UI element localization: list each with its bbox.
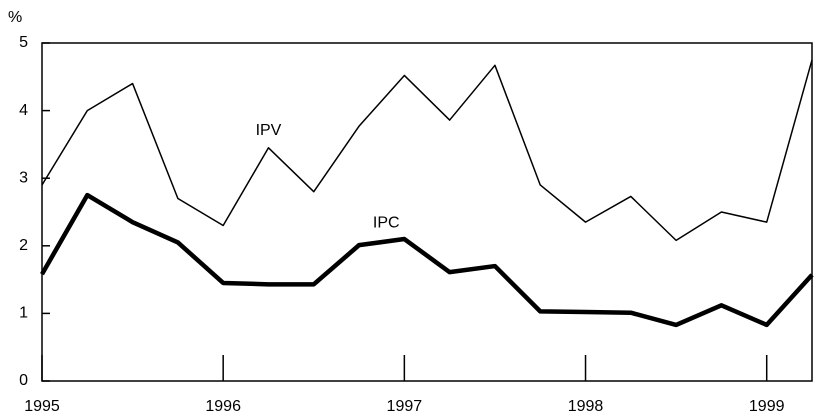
annotation: IPV: [256, 122, 282, 139]
x-tick-label: 1997: [387, 398, 423, 415]
y-tick-label: 3: [19, 169, 28, 186]
y-tick-label: 1: [19, 305, 28, 322]
y-tick-label: 5: [19, 34, 28, 51]
x-tick-label: 1998: [568, 398, 604, 415]
x-tick-label: 1996: [205, 398, 241, 415]
y-tick-label: 4: [19, 102, 28, 119]
annotation: IPC: [373, 215, 400, 232]
x-tick-label: 1999: [749, 398, 785, 415]
series-line: [40, 192, 814, 328]
y-unit-label: %: [8, 9, 22, 26]
y-tick-label: 2: [19, 237, 28, 254]
x-tick-label: 1995: [24, 398, 60, 415]
y-tick-label: 0: [19, 372, 28, 389]
series-line: [41, 59, 813, 242]
plot-frame: [41, 42, 813, 382]
